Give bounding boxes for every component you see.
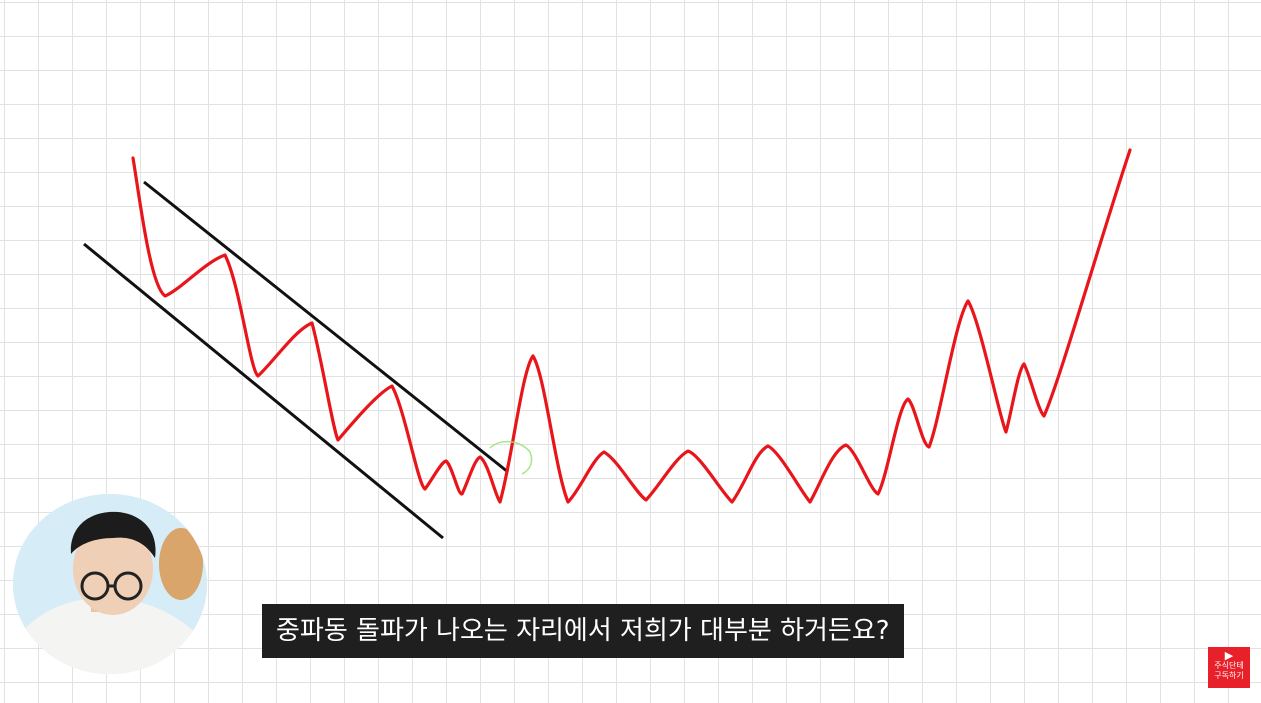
subtitle-caption: 중파동 돌파가 나오는 자리에서 저희가 대부분 하거든요?: [262, 604, 904, 658]
upper-trendline: [143, 180, 509, 474]
badge-line1: 주식단테: [1214, 661, 1244, 670]
price-line: [131, 148, 1132, 504]
play-icon: ▶: [1224, 649, 1234, 662]
subscribe-badge[interactable]: ▶ 주식단테 구독하기: [1208, 647, 1250, 688]
lower-trendline: [83, 242, 444, 540]
breakout-highlight: [489, 440, 533, 475]
presenter-webcam: [13, 494, 207, 674]
badge-line2: 구독하기: [1214, 671, 1244, 680]
presenter-avatar: [13, 494, 207, 674]
